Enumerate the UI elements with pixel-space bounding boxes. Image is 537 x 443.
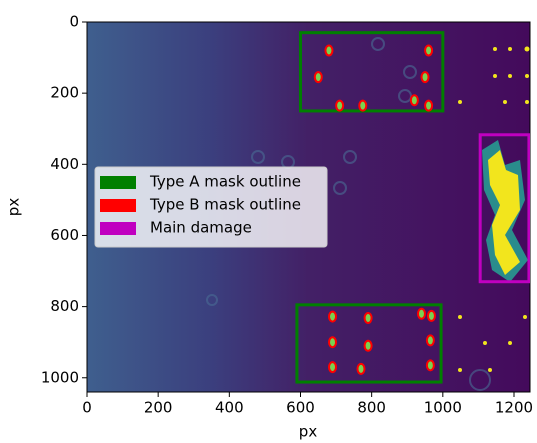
mask-box <box>295 303 443 384</box>
mask-outline <box>425 359 435 372</box>
y-tick-label: 800 <box>50 297 79 315</box>
y-tick-label: 1000 <box>41 368 79 386</box>
legend-label: Type B mask outline <box>149 196 301 214</box>
mask-outline <box>328 361 338 374</box>
mask-box <box>478 133 530 284</box>
x-tick-label: 400 <box>215 399 244 417</box>
y-tick-label: 400 <box>50 155 79 173</box>
mask-outline <box>426 309 436 322</box>
mask-outline <box>420 71 430 84</box>
legend-swatch <box>100 199 136 212</box>
x-tick-label: 800 <box>357 399 386 417</box>
mask-outline <box>356 362 366 375</box>
mask-outline <box>335 99 345 112</box>
x-tick-label: 200 <box>144 399 173 417</box>
mask-outline <box>425 334 435 347</box>
legend-swatch <box>100 176 136 189</box>
mask-outline <box>328 310 338 323</box>
overlays <box>295 31 530 384</box>
mask-outline <box>324 44 334 57</box>
mask-outline <box>313 71 323 84</box>
mask-outline <box>363 312 373 324</box>
y-tick-label: 0 <box>69 13 79 31</box>
mask-outline <box>363 339 373 352</box>
mask-outline <box>424 99 434 112</box>
x-axis-label: px <box>299 423 318 441</box>
mask-box <box>298 31 445 113</box>
legend-label: Type A mask outline <box>149 173 301 191</box>
mask-outline <box>409 94 419 107</box>
y-tick-label: 200 <box>50 84 79 102</box>
x-tick-label: 1200 <box>495 399 533 417</box>
mask-outline <box>424 44 434 57</box>
x-tick-label: 600 <box>286 399 315 417</box>
legend-box <box>94 166 328 248</box>
x-tick-label: 1000 <box>424 399 462 417</box>
y-tick-label: 600 <box>50 226 79 244</box>
mask-outline <box>416 307 426 320</box>
mask-outline <box>328 336 338 349</box>
legend-label: Main damage <box>150 219 252 237</box>
damage-blob <box>482 140 528 282</box>
mask-outline <box>358 99 368 112</box>
x-tick-label: 0 <box>82 399 92 417</box>
legend-swatch <box>100 222 136 235</box>
y-axis-label: px <box>5 198 23 217</box>
